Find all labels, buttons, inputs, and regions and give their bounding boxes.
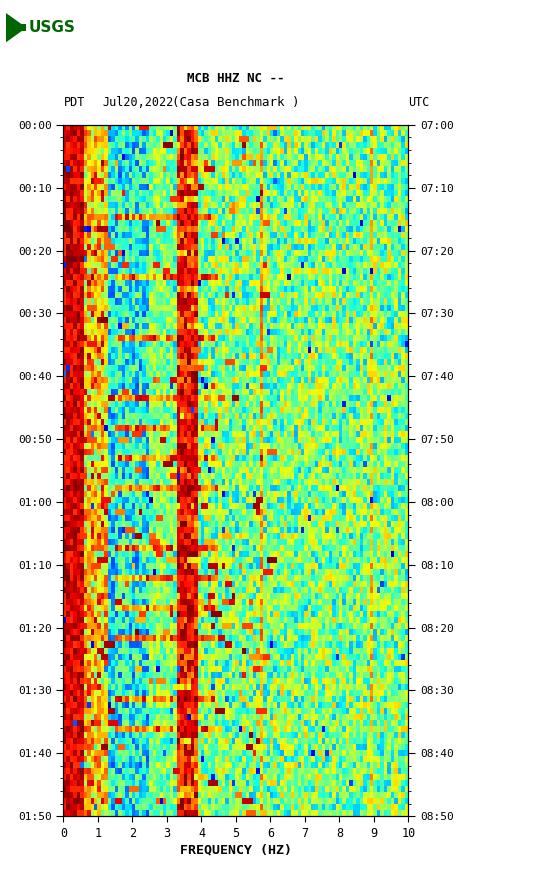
- Text: UTC: UTC: [408, 95, 430, 109]
- Text: MCB HHZ NC --: MCB HHZ NC --: [187, 71, 285, 85]
- Text: PDT: PDT: [63, 95, 85, 109]
- Polygon shape: [6, 12, 26, 43]
- Text: Jul20,2022: Jul20,2022: [102, 95, 173, 109]
- Bar: [6, 24, 26, 31]
- X-axis label: FREQUENCY (HZ): FREQUENCY (HZ): [180, 844, 292, 856]
- Text: USGS: USGS: [29, 21, 76, 35]
- Text: (Casa Benchmark ): (Casa Benchmark ): [172, 95, 300, 109]
